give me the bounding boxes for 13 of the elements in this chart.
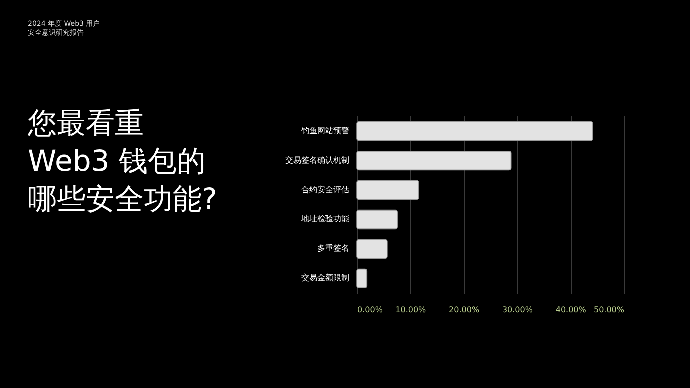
y-tick-label: 合约安全评估 bbox=[302, 185, 350, 194]
y-tick-label: 地址检验功能 bbox=[300, 214, 350, 224]
y-tick-label: 多重签名 bbox=[318, 244, 350, 254]
text: 您最看重Web3 钱包的哪些安全功能? bbox=[27, 106, 218, 216]
y-tick-label: 交易签名确认机制 bbox=[286, 156, 350, 165]
x-tick-label: 40.00% bbox=[556, 306, 587, 314]
x-tick-label: 0.00% bbox=[358, 306, 384, 314]
x-tick-label: 20.00% bbox=[449, 306, 480, 314]
y-tick-label: 钓鱼网站预警 bbox=[300, 126, 350, 136]
x-tick-label: 30.00% bbox=[502, 306, 534, 314]
x-tick-label: 50.00% bbox=[594, 306, 625, 314]
y-tick-label: 交易金额限制 bbox=[302, 274, 350, 283]
x-tick-label: 10.00% bbox=[396, 306, 427, 314]
